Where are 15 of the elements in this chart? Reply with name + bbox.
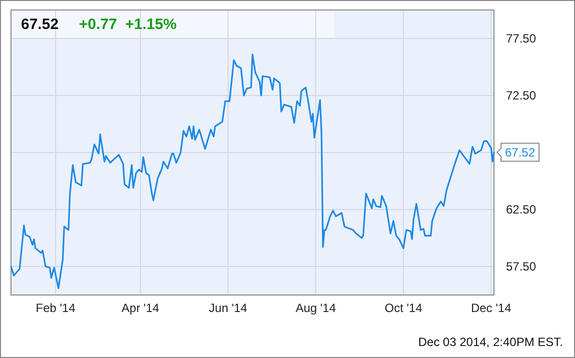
- x-tick-label: Aug '14: [296, 301, 336, 315]
- line-series: [10, 54, 495, 289]
- chart-title: 67.52: [21, 16, 59, 33]
- y-tick-label: 77.50: [506, 32, 536, 46]
- x-tick-label: Feb '14: [36, 301, 76, 315]
- x-tick-label: Jun '14: [208, 301, 248, 315]
- x-tick-label: Oct '14: [384, 301, 423, 315]
- chart-subtitle: +0.77 +1.15%: [79, 16, 177, 33]
- x-tick-label: Apr '14: [122, 301, 160, 315]
- y-tick-label: 72.50: [506, 88, 536, 103]
- annotation: 67.52: [504, 145, 536, 160]
- y-tick-label: 57.50: [506, 260, 536, 274]
- x-tick-label: Dec '14: [470, 301, 512, 315]
- text: Dec 03 2014, 2:40PM EST.: [418, 335, 563, 349]
- y-tick-label: 62.50: [506, 202, 536, 217]
